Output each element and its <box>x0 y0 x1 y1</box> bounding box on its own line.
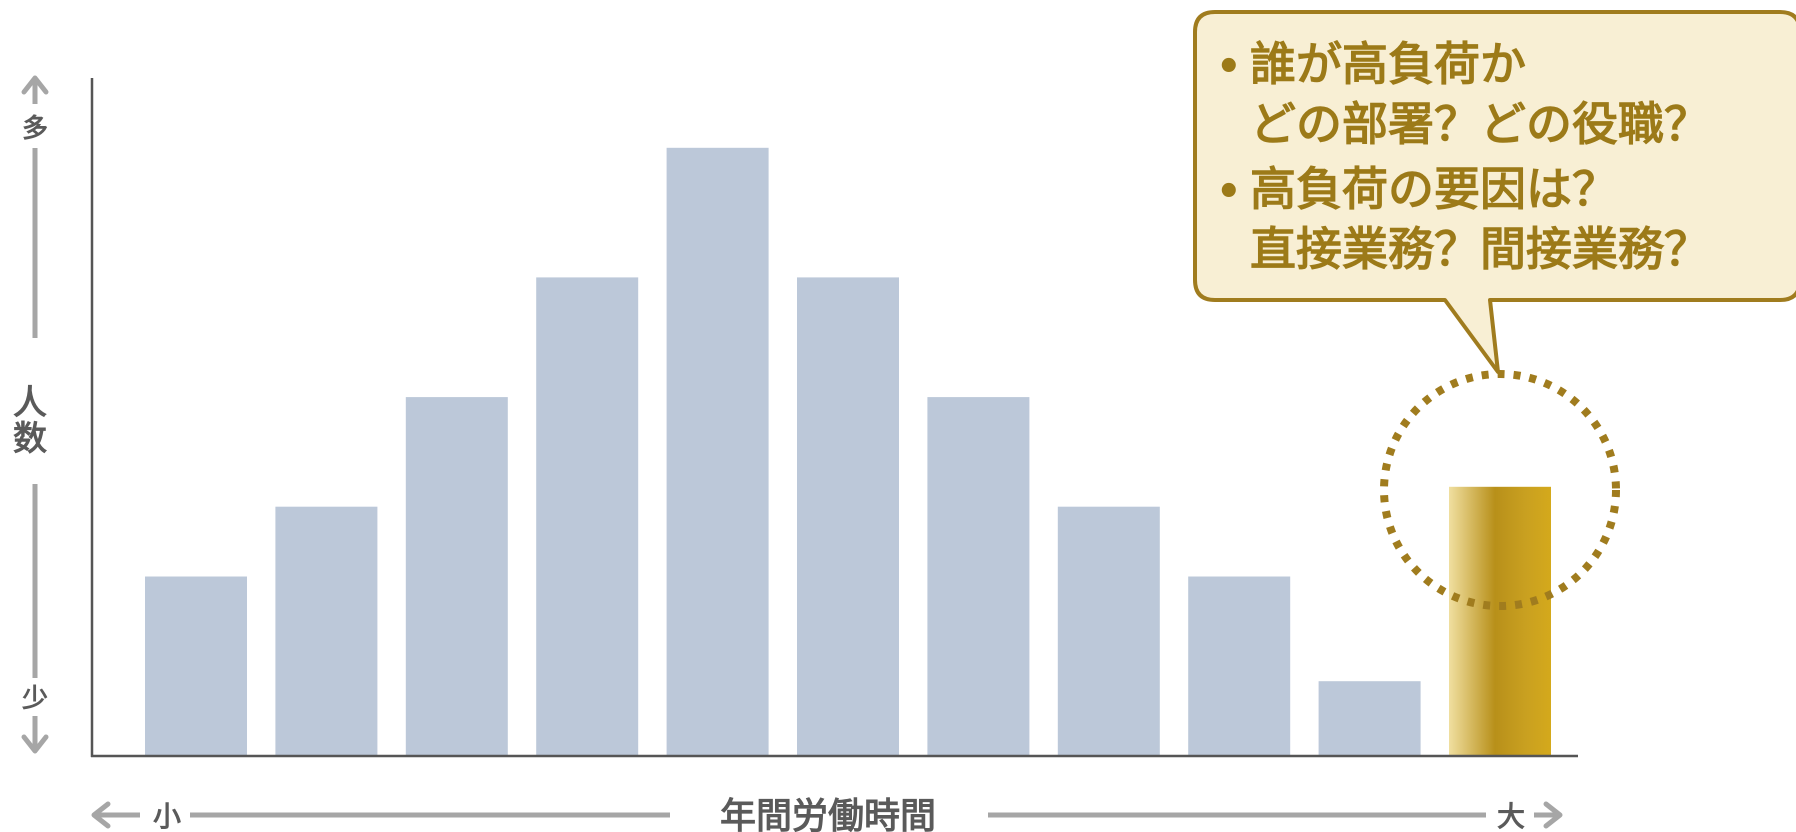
bar <box>797 277 899 756</box>
bar <box>1057 506 1160 756</box>
x-arrow-right-icon <box>1543 801 1563 829</box>
y-arrow-down-icon <box>21 734 49 754</box>
bar <box>145 576 247 756</box>
x-high-label: 大 <box>1497 800 1525 832</box>
bar <box>1318 681 1421 756</box>
y-high-label: 多 <box>22 114 48 144</box>
bar <box>1188 576 1291 756</box>
callout-line-4: 直接業務？間接業務？ <box>1250 222 1710 276</box>
callout: • 誰が高負荷か どの部署？どの役職？ • 高負荷の要因は？ 直接業務？間接業務… <box>1193 10 1796 374</box>
bars-group <box>145 147 1551 757</box>
callout-line-3: 高負荷の要因は？ <box>1250 162 1618 216</box>
callout-box <box>1193 10 1796 374</box>
callout-line-1: 誰が高負荷か <box>1250 37 1526 91</box>
callout-bullet-1: • <box>1216 44 1242 90</box>
x-axis-title: 年間労働時間 <box>720 796 936 832</box>
callout-line-2: どの部署？どの役職？ <box>1250 97 1710 151</box>
bar <box>666 147 769 757</box>
x-arrow-left-icon <box>91 801 111 829</box>
bar <box>275 506 378 756</box>
highlight-ring <box>1380 370 1620 610</box>
bar <box>927 397 1030 756</box>
y-label-char-2: 数 <box>13 419 47 459</box>
y-low-label: 少 <box>21 684 48 714</box>
x-low-label: 小 <box>153 800 181 832</box>
x-axis-legend: 小 年間労働時間 大 <box>91 796 1563 832</box>
callout-bullet-2: • <box>1216 169 1242 215</box>
y-label-char-1: 人 <box>13 383 47 423</box>
highlight-bar <box>1449 486 1551 756</box>
y-axis-legend: 多 人 数 少 <box>13 75 49 754</box>
bar <box>536 277 639 756</box>
bar <box>405 397 508 756</box>
y-arrow-up-icon <box>21 75 49 95</box>
